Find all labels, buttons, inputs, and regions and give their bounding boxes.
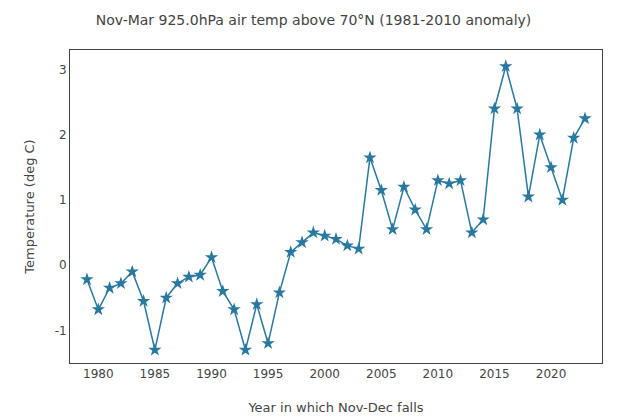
svg-text:0: 0 [59,258,67,272]
svg-text:1990: 1990 [196,367,227,381]
svg-text:2015: 2015 [479,367,510,381]
svg-text:1995: 1995 [253,367,284,381]
svg-text:2005: 2005 [366,367,397,381]
svg-text:2010: 2010 [423,367,454,381]
svg-text:-1: -1 [55,324,67,338]
svg-text:2: 2 [59,128,67,142]
svg-text:2000: 2000 [309,367,340,381]
svg-text:2020: 2020 [536,367,567,381]
svg-text:Nov-Mar 925.0hPa air temp abov: Nov-Mar 925.0hPa air temp above 70°N (19… [96,12,532,28]
svg-text:1985: 1985 [140,367,171,381]
svg-text:3: 3 [59,63,67,77]
svg-text:1980: 1980 [83,367,114,381]
svg-text:Year in which Nov-Dec falls: Year in which Nov-Dec falls [247,400,423,415]
svg-text:1: 1 [59,193,67,207]
svg-text:Temperature (deg C): Temperature (deg C) [22,139,37,274]
